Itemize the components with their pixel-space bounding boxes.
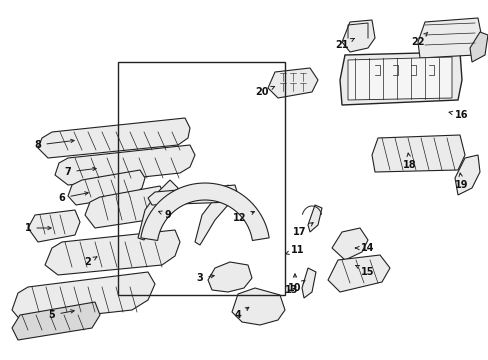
Polygon shape xyxy=(454,155,479,195)
Polygon shape xyxy=(347,57,451,100)
Polygon shape xyxy=(341,20,374,52)
Bar xyxy=(118,62,285,295)
Polygon shape xyxy=(138,180,178,240)
Text: 5: 5 xyxy=(48,310,74,320)
Polygon shape xyxy=(12,272,155,322)
Polygon shape xyxy=(331,228,367,260)
Text: 2: 2 xyxy=(84,257,97,267)
Text: 4: 4 xyxy=(234,307,248,320)
Polygon shape xyxy=(28,210,80,242)
Text: 16: 16 xyxy=(448,110,468,120)
Text: 13: 13 xyxy=(285,280,305,295)
Text: 3: 3 xyxy=(196,273,214,283)
Polygon shape xyxy=(302,268,315,298)
Polygon shape xyxy=(327,255,389,292)
Text: 15: 15 xyxy=(355,265,374,277)
Polygon shape xyxy=(195,185,235,245)
Text: 11: 11 xyxy=(285,245,304,255)
Text: 6: 6 xyxy=(59,192,88,203)
Text: 9: 9 xyxy=(158,210,171,220)
Polygon shape xyxy=(12,302,100,340)
Text: 1: 1 xyxy=(24,223,51,233)
Polygon shape xyxy=(267,68,317,98)
Polygon shape xyxy=(141,183,269,240)
Polygon shape xyxy=(231,288,285,325)
Polygon shape xyxy=(469,32,487,62)
Text: 12: 12 xyxy=(233,211,254,223)
Text: 20: 20 xyxy=(255,86,274,97)
Polygon shape xyxy=(339,52,461,105)
Polygon shape xyxy=(207,262,251,292)
Polygon shape xyxy=(417,18,481,58)
Polygon shape xyxy=(148,185,238,205)
Text: 19: 19 xyxy=(454,173,468,190)
Polygon shape xyxy=(307,205,321,232)
Text: 22: 22 xyxy=(410,32,427,47)
Text: 7: 7 xyxy=(64,167,96,177)
Text: 18: 18 xyxy=(403,153,416,170)
Polygon shape xyxy=(371,135,464,172)
Text: 14: 14 xyxy=(355,243,374,253)
Text: 21: 21 xyxy=(335,39,353,50)
Polygon shape xyxy=(45,230,180,275)
Text: 17: 17 xyxy=(293,222,312,237)
Text: 8: 8 xyxy=(35,139,74,150)
Polygon shape xyxy=(68,170,145,205)
Polygon shape xyxy=(85,186,164,228)
Polygon shape xyxy=(38,118,190,158)
Text: 10: 10 xyxy=(287,274,301,293)
Polygon shape xyxy=(55,145,195,185)
